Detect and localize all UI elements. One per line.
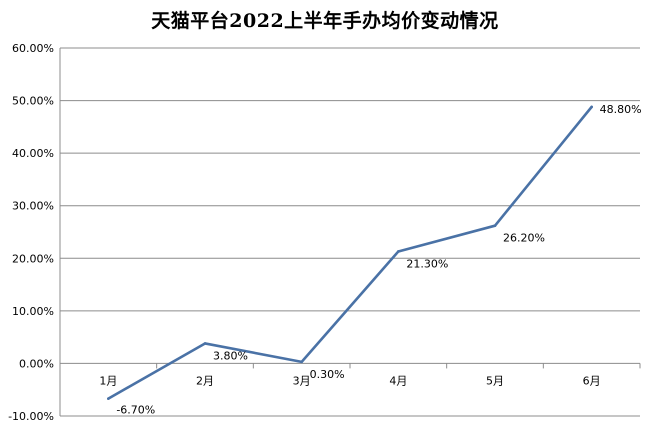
data-point — [397, 250, 400, 253]
x-tick-label: 6月 — [583, 374, 601, 387]
x-tick-label: 4月 — [389, 374, 407, 387]
y-tick-label: 30.00% — [12, 200, 54, 213]
y-tick-label: -10.00% — [8, 410, 54, 423]
data-label: 0.30% — [310, 368, 345, 381]
data-point — [493, 224, 497, 227]
x-tick-label: 5月 — [486, 374, 504, 387]
data-label: 48.80% — [600, 103, 642, 116]
series-line — [107, 105, 593, 400]
chart-title: 天猫平台2022上半年手办均价变动情况 — [151, 10, 499, 32]
y-tick-label: 60.00% — [12, 42, 54, 55]
data-point — [107, 397, 110, 400]
data-point — [203, 342, 207, 345]
data-label: 3.80% — [213, 349, 248, 362]
y-tick-label: 50.00% — [12, 95, 54, 108]
y-tick-label: 10.00% — [12, 305, 54, 318]
data-label: -6.70% — [116, 404, 155, 417]
x-tick-label: 3月 — [293, 374, 311, 387]
x-tick-label: 2月 — [196, 374, 214, 387]
y-tick-label: 0.00% — [19, 357, 54, 370]
y-tick-label: 20.00% — [12, 252, 54, 265]
x-tick-label: 1月 — [99, 374, 117, 387]
data-point — [300, 360, 303, 364]
data-label: 26.20% — [503, 232, 545, 245]
y-tick-label: 40.00% — [12, 147, 54, 160]
data-label: 21.30% — [406, 257, 448, 270]
data-point — [590, 105, 593, 109]
